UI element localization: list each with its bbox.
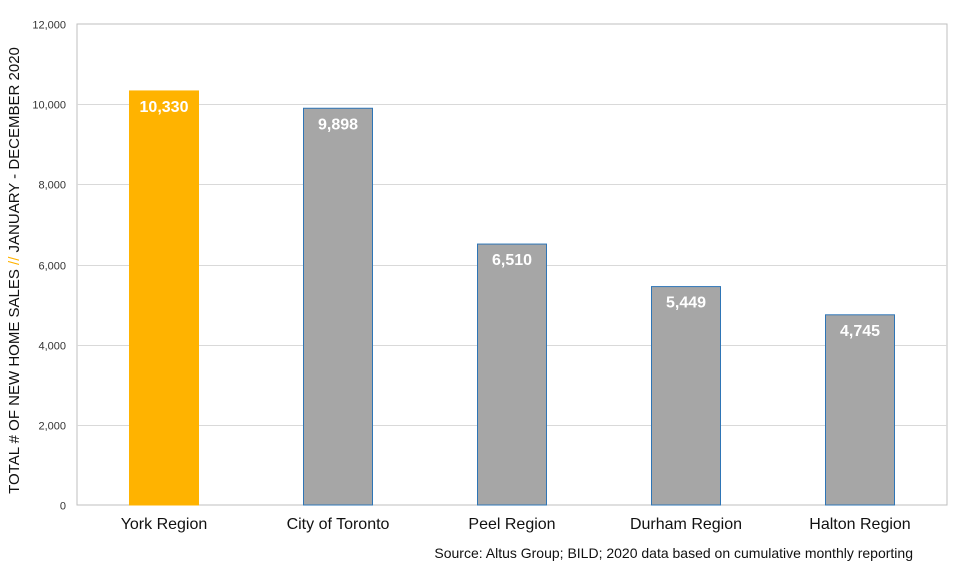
bar-halton-region <box>825 314 895 506</box>
x-tick-label: York Region <box>121 516 208 533</box>
x-tick-label: City of Toronto <box>287 516 390 533</box>
y-axis-title: TOTAL # OF NEW HOME SALES // JANUARY - D… <box>6 47 23 494</box>
x-axis-category-labels: York Region City of Toronto Peel Region Dur… <box>121 516 911 533</box>
data-label: 4,745 <box>840 323 880 340</box>
bar-city-of-toronto <box>303 107 373 506</box>
y-tick-label: 0 <box>60 501 66 513</box>
y-tick-label: 6,000 <box>38 261 66 273</box>
x-tick-label: Durham Region <box>630 516 742 533</box>
bar-york-region <box>129 90 199 506</box>
y-axis-title-part-1: TOTAL # OF NEW HOME SALES <box>6 265 23 494</box>
data-label: 10,330 <box>140 99 189 116</box>
y-tick-label: 8,000 <box>38 180 66 192</box>
y-tick-label: 12,000 <box>32 20 66 32</box>
y-axis-title-slash: // <box>6 256 23 265</box>
source-note: Source: Altus Group; BILD; 2020 data bas… <box>434 545 913 561</box>
x-tick-label: Peel Region <box>468 516 555 533</box>
data-labels: 10,330 9,898 6,510 5,449 4,745 <box>140 99 881 340</box>
bar-durham-region <box>651 286 721 506</box>
bar-peel-region <box>477 243 547 506</box>
data-label: 5,449 <box>666 295 706 312</box>
y-axis-tick-labels: 0 2,000 4,000 6,000 8,000 10,000 12,000 <box>32 20 66 513</box>
data-label: 6,510 <box>492 252 532 269</box>
x-tick-label: Halton Region <box>809 516 910 533</box>
y-axis-title-part-2: JANUARY - DECEMBER 2020 <box>6 47 23 257</box>
y-tick-label: 4,000 <box>38 341 66 353</box>
y-tick-label: 2,000 <box>38 421 66 433</box>
bars <box>129 90 895 506</box>
y-tick-label: 10,000 <box>32 100 66 112</box>
data-label: 9,898 <box>318 116 358 133</box>
